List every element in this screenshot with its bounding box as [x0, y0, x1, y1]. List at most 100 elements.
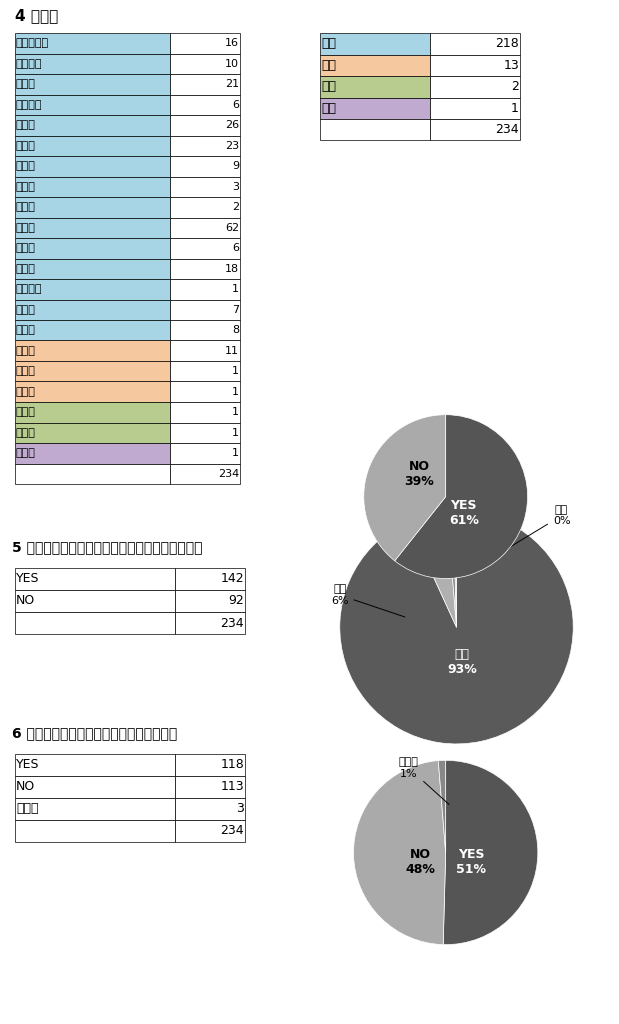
Text: 富士市: 富士市: [16, 140, 36, 151]
Text: 113: 113: [220, 780, 244, 794]
FancyBboxPatch shape: [15, 135, 170, 156]
FancyBboxPatch shape: [15, 279, 170, 299]
Text: 5 現在、災害備蓄品などの備えをしていますか？: 5 現在、災害備蓄品などの備えをしていますか？: [12, 540, 202, 554]
Text: 7: 7: [232, 305, 239, 314]
Text: 234: 234: [220, 824, 244, 838]
Wedge shape: [447, 511, 456, 627]
FancyBboxPatch shape: [15, 464, 170, 484]
FancyBboxPatch shape: [15, 238, 170, 258]
FancyBboxPatch shape: [15, 423, 170, 443]
Text: 1: 1: [232, 285, 239, 294]
Text: 御殿場市: 御殿場市: [16, 58, 43, 69]
FancyBboxPatch shape: [175, 776, 245, 798]
FancyBboxPatch shape: [170, 341, 240, 361]
Wedge shape: [438, 760, 446, 852]
Text: 中部: 中部: [321, 58, 336, 72]
Wedge shape: [353, 761, 446, 944]
FancyBboxPatch shape: [170, 74, 240, 94]
Text: 富士宮市: 富士宮市: [16, 99, 43, 110]
FancyBboxPatch shape: [320, 97, 430, 119]
Text: 東伊豆町: 東伊豆町: [16, 285, 43, 294]
FancyBboxPatch shape: [15, 361, 170, 382]
Text: 1: 1: [232, 428, 239, 437]
FancyBboxPatch shape: [15, 568, 175, 590]
FancyBboxPatch shape: [15, 156, 170, 176]
Text: 裾野市: 裾野市: [16, 79, 36, 89]
Text: 62: 62: [225, 223, 239, 232]
FancyBboxPatch shape: [170, 176, 240, 197]
Text: 6: 6: [232, 244, 239, 253]
Text: 218: 218: [495, 37, 519, 50]
Text: 2: 2: [232, 203, 239, 212]
Text: 3: 3: [236, 803, 244, 815]
Text: 西部: 西部: [321, 80, 336, 93]
FancyBboxPatch shape: [15, 94, 170, 115]
Text: 県外
0%: 県外 0%: [477, 505, 570, 567]
FancyBboxPatch shape: [15, 798, 175, 820]
Text: 92: 92: [228, 595, 244, 607]
FancyBboxPatch shape: [170, 53, 240, 74]
FancyBboxPatch shape: [15, 217, 170, 238]
Text: 熱海市: 熱海市: [16, 244, 36, 253]
Text: 中部
6%: 中部 6%: [331, 585, 405, 617]
Text: 未回答: 未回答: [16, 803, 38, 815]
FancyBboxPatch shape: [170, 299, 240, 319]
FancyBboxPatch shape: [175, 754, 245, 776]
Text: YES: YES: [16, 572, 40, 586]
Text: 2: 2: [511, 80, 519, 93]
FancyBboxPatch shape: [170, 382, 240, 402]
Text: 6: 6: [232, 99, 239, 110]
Text: 長泉町: 長泉町: [16, 264, 36, 273]
Text: 清水町: 清水町: [16, 181, 36, 191]
Text: YES
61%: YES 61%: [449, 499, 478, 527]
Text: 三島市: 三島市: [16, 120, 36, 130]
Text: 伊豆の国市: 伊豆の国市: [16, 38, 49, 48]
FancyBboxPatch shape: [430, 33, 520, 54]
Text: 8: 8: [232, 326, 239, 335]
FancyBboxPatch shape: [170, 197, 240, 217]
Text: 234: 234: [495, 123, 519, 136]
FancyBboxPatch shape: [430, 97, 520, 119]
FancyBboxPatch shape: [320, 33, 430, 54]
FancyBboxPatch shape: [15, 820, 175, 842]
Text: NO: NO: [16, 780, 35, 794]
Text: 13: 13: [503, 58, 519, 72]
FancyBboxPatch shape: [320, 76, 430, 97]
FancyBboxPatch shape: [170, 279, 240, 299]
Text: 1: 1: [232, 387, 239, 396]
FancyBboxPatch shape: [15, 319, 170, 341]
Text: 234: 234: [218, 469, 239, 479]
Text: 16: 16: [225, 38, 239, 48]
Wedge shape: [364, 415, 446, 561]
Text: 静岡市: 静岡市: [16, 346, 36, 355]
FancyBboxPatch shape: [170, 423, 240, 443]
FancyBboxPatch shape: [170, 156, 240, 176]
FancyBboxPatch shape: [15, 33, 170, 53]
Text: 西部
1%: 西部 1%: [384, 503, 445, 564]
Text: 26: 26: [225, 120, 239, 130]
Text: 10: 10: [225, 58, 239, 69]
Text: 居住地域: 居住地域: [456, 445, 486, 458]
FancyBboxPatch shape: [170, 135, 240, 156]
FancyBboxPatch shape: [15, 115, 170, 135]
FancyBboxPatch shape: [170, 217, 240, 238]
Text: YES: YES: [16, 759, 40, 771]
FancyBboxPatch shape: [170, 94, 240, 115]
Text: 島田市: 島田市: [16, 387, 36, 396]
FancyBboxPatch shape: [430, 76, 520, 97]
Wedge shape: [453, 510, 457, 627]
Text: 9: 9: [232, 161, 239, 171]
Text: 1: 1: [232, 408, 239, 417]
FancyBboxPatch shape: [170, 33, 240, 53]
Text: 県外: 県外: [321, 101, 336, 115]
FancyBboxPatch shape: [15, 53, 170, 74]
Text: 11: 11: [225, 346, 239, 355]
FancyBboxPatch shape: [175, 568, 245, 590]
FancyBboxPatch shape: [15, 74, 170, 94]
Text: 1: 1: [232, 449, 239, 459]
Text: 4 居住地: 4 居住地: [15, 8, 58, 23]
Text: 1: 1: [511, 101, 519, 115]
FancyBboxPatch shape: [170, 361, 240, 382]
Text: 23: 23: [225, 140, 239, 151]
FancyBboxPatch shape: [170, 115, 240, 135]
